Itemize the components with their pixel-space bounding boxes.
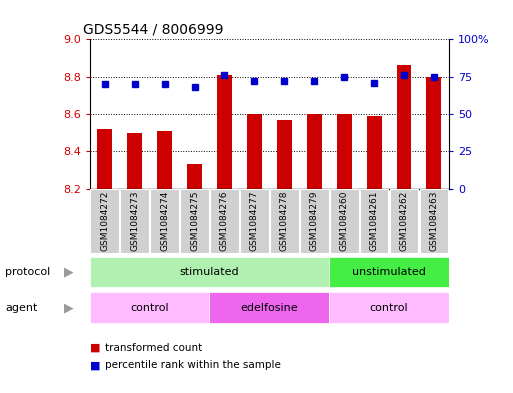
Text: GSM1084272: GSM1084272 bbox=[100, 191, 109, 251]
Bar bbox=[270, 189, 299, 253]
Bar bbox=[150, 189, 179, 253]
Bar bbox=[90, 257, 329, 287]
Bar bbox=[420, 189, 448, 253]
Text: GSM1084262: GSM1084262 bbox=[400, 191, 408, 251]
Bar bbox=[217, 75, 232, 189]
Text: GSM1084274: GSM1084274 bbox=[160, 191, 169, 251]
Bar bbox=[209, 292, 329, 323]
Bar bbox=[426, 77, 441, 189]
Text: GSM1084260: GSM1084260 bbox=[340, 191, 349, 251]
Bar bbox=[367, 116, 382, 189]
Text: GSM1084263: GSM1084263 bbox=[429, 191, 439, 251]
Text: GSM1084279: GSM1084279 bbox=[310, 191, 319, 251]
Bar bbox=[180, 189, 209, 253]
Bar bbox=[247, 114, 262, 189]
Bar bbox=[97, 129, 112, 189]
Text: control: control bbox=[130, 303, 169, 312]
Bar bbox=[307, 114, 322, 189]
Text: GSM1084276: GSM1084276 bbox=[220, 191, 229, 251]
Bar bbox=[300, 189, 328, 253]
Bar bbox=[397, 65, 411, 189]
Bar bbox=[120, 189, 149, 253]
Text: control: control bbox=[370, 303, 408, 312]
Bar bbox=[127, 132, 142, 189]
Text: ▶: ▶ bbox=[65, 301, 74, 314]
Bar bbox=[90, 189, 119, 253]
Text: unstimulated: unstimulated bbox=[352, 267, 426, 277]
Text: stimulated: stimulated bbox=[180, 267, 239, 277]
Text: transformed count: transformed count bbox=[105, 343, 203, 353]
Bar bbox=[390, 189, 418, 253]
Text: GSM1084275: GSM1084275 bbox=[190, 191, 199, 251]
Bar bbox=[360, 189, 388, 253]
Bar bbox=[157, 131, 172, 189]
Text: GSM1084277: GSM1084277 bbox=[250, 191, 259, 251]
Bar bbox=[240, 189, 269, 253]
Text: GSM1084273: GSM1084273 bbox=[130, 191, 139, 251]
Bar bbox=[187, 164, 202, 189]
Bar bbox=[329, 292, 449, 323]
Text: ■: ■ bbox=[90, 360, 100, 371]
Bar bbox=[277, 119, 292, 189]
Text: ▶: ▶ bbox=[65, 266, 74, 279]
Text: edelfosine: edelfosine bbox=[241, 303, 298, 312]
Text: GSM1084261: GSM1084261 bbox=[369, 191, 379, 251]
Bar bbox=[210, 189, 239, 253]
Text: protocol: protocol bbox=[5, 267, 50, 277]
Text: GSM1084278: GSM1084278 bbox=[280, 191, 289, 251]
Bar bbox=[330, 189, 359, 253]
Text: percentile rank within the sample: percentile rank within the sample bbox=[105, 360, 281, 371]
Bar bbox=[337, 114, 351, 189]
Bar bbox=[329, 257, 449, 287]
Text: agent: agent bbox=[5, 303, 37, 312]
Bar bbox=[90, 292, 209, 323]
Text: GDS5544 / 8006999: GDS5544 / 8006999 bbox=[83, 23, 223, 37]
Text: ■: ■ bbox=[90, 343, 100, 353]
